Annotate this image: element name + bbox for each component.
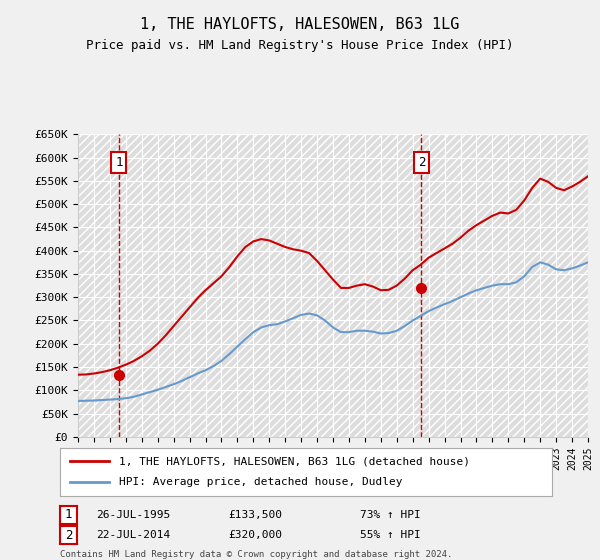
Text: 2: 2: [418, 156, 425, 169]
Text: 26-JUL-1995: 26-JUL-1995: [96, 510, 170, 520]
Text: 1, THE HAYLOFTS, HALESOWEN, B63 1LG (detached house): 1, THE HAYLOFTS, HALESOWEN, B63 1LG (det…: [119, 456, 470, 466]
Text: Contains HM Land Registry data © Crown copyright and database right 2024.
This d: Contains HM Land Registry data © Crown c…: [60, 550, 452, 560]
Text: £133,500: £133,500: [228, 510, 282, 520]
Text: £320,000: £320,000: [228, 530, 282, 540]
Text: 1: 1: [65, 508, 72, 521]
Text: 1, THE HAYLOFTS, HALESOWEN, B63 1LG: 1, THE HAYLOFTS, HALESOWEN, B63 1LG: [140, 17, 460, 32]
Text: 1: 1: [115, 156, 122, 169]
Text: 73% ↑ HPI: 73% ↑ HPI: [360, 510, 421, 520]
Text: Price paid vs. HM Land Registry's House Price Index (HPI): Price paid vs. HM Land Registry's House …: [86, 39, 514, 52]
Text: HPI: Average price, detached house, Dudley: HPI: Average price, detached house, Dudl…: [119, 477, 403, 487]
Text: 55% ↑ HPI: 55% ↑ HPI: [360, 530, 421, 540]
Text: 2: 2: [65, 529, 72, 542]
Text: 22-JUL-2014: 22-JUL-2014: [96, 530, 170, 540]
